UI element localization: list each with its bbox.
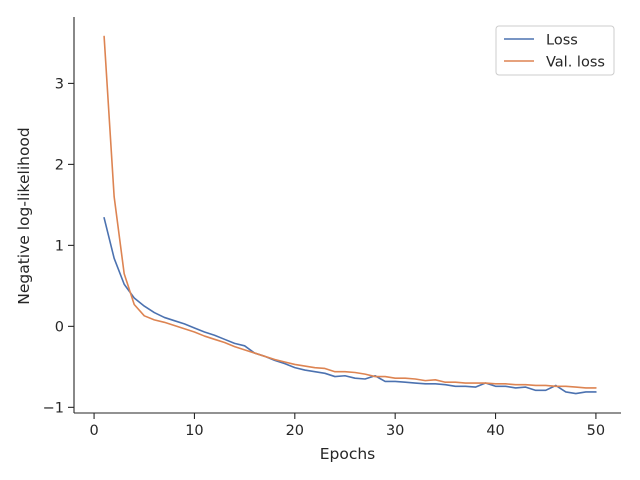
y-tick-label: 2 — [55, 157, 64, 173]
y-tick-label: 0 — [55, 319, 64, 335]
x-tick-label: 0 — [89, 423, 98, 439]
plot-area — [73, 17, 621, 414]
y-axis-label: Negative log-likelihood — [15, 127, 33, 305]
legend-label-val-loss: Val. loss — [546, 55, 605, 71]
x-tick-label: 20 — [286, 423, 304, 439]
series-line-loss — [103, 217, 597, 395]
y-axis-ticks: −1 0 1 2 3 — [43, 76, 74, 416]
x-tick-label: 40 — [486, 423, 504, 439]
x-tick-label: 50 — [587, 423, 605, 439]
legend-label-loss: Loss — [546, 33, 578, 49]
y-tick-label: 1 — [55, 238, 64, 254]
y-tick-label: 3 — [55, 76, 64, 92]
y-tick-label: −1 — [43, 400, 64, 416]
legend: Loss Val. loss — [495, 25, 615, 76]
x-axis-label: Epochs — [320, 445, 376, 463]
x-tick-label: 10 — [185, 423, 203, 439]
series-line-val-loss — [103, 35, 597, 389]
series-layer — [103, 35, 597, 395]
x-axis-ticks: 0 10 20 30 40 50 — [89, 413, 605, 439]
x-tick-label: 30 — [386, 423, 404, 439]
